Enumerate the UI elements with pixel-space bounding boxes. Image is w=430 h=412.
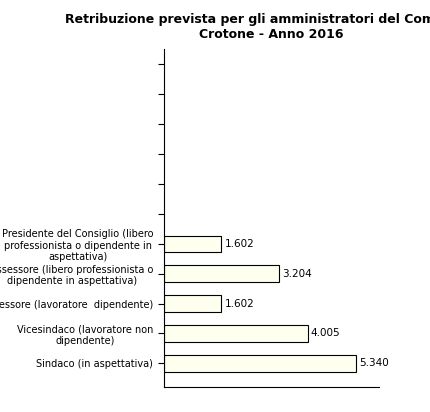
Text: 4.005: 4.005 <box>310 328 340 339</box>
Bar <box>163 325 307 342</box>
Bar <box>163 295 221 312</box>
Text: 3.204: 3.204 <box>282 269 311 279</box>
Title: Retribuzione prevista per gli amministratori del Comune di
Crotone - Anno 2016: Retribuzione prevista per gli amministra… <box>64 13 430 41</box>
Bar <box>163 265 278 282</box>
Text: 1.602: 1.602 <box>224 239 254 249</box>
Bar <box>163 236 221 252</box>
Text: 5.340: 5.340 <box>358 358 388 368</box>
Text: 1.602: 1.602 <box>224 299 254 309</box>
Bar <box>163 355 355 372</box>
